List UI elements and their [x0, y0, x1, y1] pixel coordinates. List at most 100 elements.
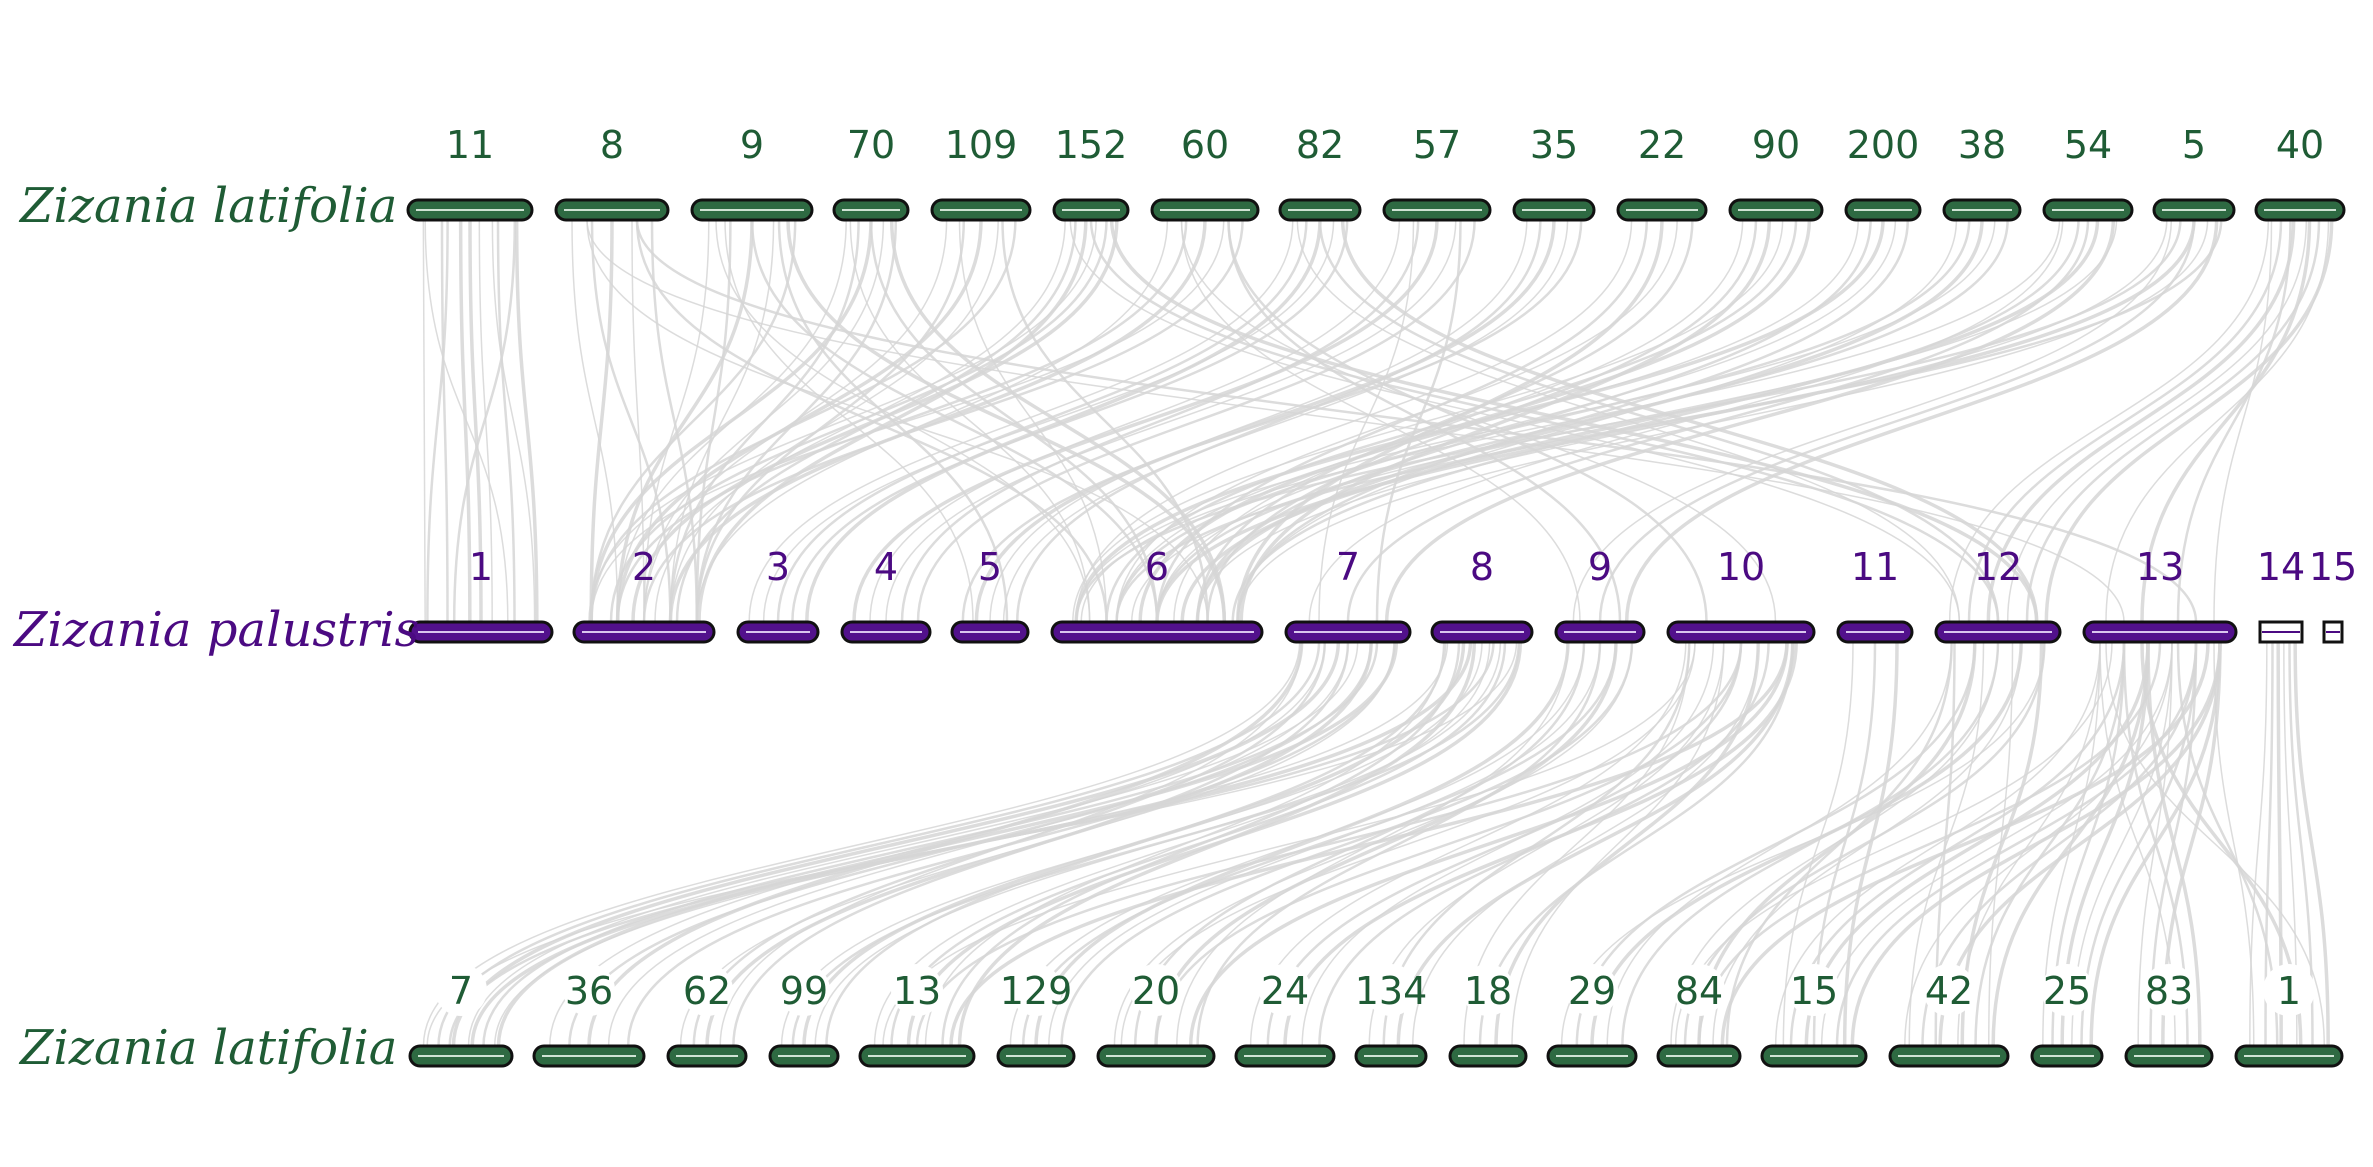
label-halo-18 [1462, 964, 1514, 1016]
synteny-link-top-60-10 [1227, 219, 1708, 623]
synteny-link-bottom-134-10 [1396, 641, 1795, 1047]
synteny-link-top-70-6 [869, 219, 1159, 623]
synteny-link-top-38-6 [1155, 219, 2009, 623]
synteny-link-bottom-62-7 [719, 641, 1303, 1047]
label-halo-83 [2143, 964, 2195, 1016]
synteny-link-top-60-2 [668, 219, 1207, 623]
synteny-link-top-9-2 [589, 219, 797, 623]
synteny-link-top-82-3 [748, 219, 1294, 623]
synteny-link-top-40-12 [2006, 219, 2308, 623]
synteny-link-bottom-15-11 [1782, 641, 1854, 1047]
chromosome-label-middle-7: 7 [1336, 545, 1360, 589]
synteny-link-bottom-7-7 [422, 641, 1301, 1047]
synteny-link-bottom-134-10 [1382, 641, 1691, 1047]
synteny-link-top-5-9 [1572, 219, 2173, 623]
synteny-link-bottom-1-14 [2249, 641, 2268, 1047]
synteny-link-bottom-29-12 [1606, 641, 1953, 1047]
chromosome-label-top-70: 70 [847, 123, 895, 167]
synteny-link-top-54-6 [1231, 219, 2080, 623]
species-label-top: Zizania latifolia [18, 178, 397, 234]
chromosome-label-middle-1: 1 [469, 545, 493, 589]
synteny-link-bottom-99-8 [814, 641, 1502, 1047]
synteny-link-bottom-15-13 [1835, 641, 2198, 1047]
synteny-link-top-11-1 [452, 219, 517, 623]
synteny-link-top-8-13 [635, 219, 2198, 623]
synteny-link-top-40-13 [2213, 219, 2273, 623]
synteny-link-bottom-84-13 [1697, 641, 2162, 1047]
synteny-link-top-11-1 [422, 219, 426, 623]
synteny-link-top-35-5 [961, 219, 1583, 623]
synteny-link-bottom-42-13 [1904, 641, 2173, 1047]
synteny-link-bottom-13-8 [941, 641, 1461, 1047]
synteny-link-top-82-3 [805, 219, 1322, 623]
synteny-link-bottom-1-13 [2105, 641, 2325, 1047]
chromosome-tracks: 11 8 9 70 109 152 60 82 57 35 22 90 200 38 54 5 401 2 3 4 5 6… [406, 123, 2357, 1068]
label-halo-24 [1259, 964, 1311, 1016]
synteny-link-top-11-1 [514, 219, 539, 623]
chromosome-label-bottom-25: 25 [2043, 969, 2091, 1013]
chromosome-label-middle-4: 4 [874, 545, 898, 589]
synteny-link-top-8-6 [586, 219, 1209, 623]
label-halo-7 [435, 964, 487, 1016]
species-label-middle: Zizania palustris [12, 602, 419, 658]
synteny-link-top-109-2 [589, 219, 1017, 623]
synteny-link-top-5-6 [1074, 219, 2182, 623]
chromosome-label-middle-14: 14 [2257, 545, 2305, 589]
label-halo-99 [778, 964, 830, 1016]
synteny-link-top-40-13 [2105, 219, 2330, 623]
chromosome-label-bottom-7: 7 [449, 969, 473, 1013]
label-halo-42 [1923, 964, 1975, 1016]
chromosome-label-top-22: 22 [1638, 123, 1686, 167]
synteny-link-top-109-2 [615, 219, 983, 623]
chromosome-label-bottom-1: 1 [2277, 969, 2301, 1013]
synteny-link-bottom-129-9 [1060, 641, 1634, 1047]
synteny-link-top-9-5 [724, 219, 974, 623]
synteny-link-top-8-2 [590, 219, 672, 623]
synteny-link-bottom-129-9 [1048, 641, 1601, 1047]
synteny-link-top-60-2 [590, 219, 1225, 623]
synteny-link-top-38-6 [1115, 219, 1971, 623]
synteny-link-top-109-6 [958, 219, 1108, 623]
synteny-link-top-9-6 [750, 219, 1159, 623]
chromosome-label-middle-12: 12 [1974, 545, 2022, 589]
chromosome-label-top-8: 8 [600, 123, 624, 167]
species-label-bottom: Zizania latifolia [18, 1020, 397, 1076]
synteny-link-top-57-7 [1318, 219, 1415, 623]
synteny-link-top-109-2 [669, 219, 999, 623]
synteny-link-bottom-18-10 [1511, 641, 1725, 1047]
chromosome-label-middle-10: 10 [1717, 545, 1765, 589]
synteny-link-top-57-4 [869, 219, 1401, 623]
synteny-link-top-60-10 [1180, 219, 1777, 623]
synteny-link-bottom-42-12 [1988, 641, 2014, 1047]
synteny-link-bottom-99-8 [825, 641, 1447, 1047]
synteny-link-top-38-6 [1075, 219, 1996, 623]
label-halo-129 [1010, 964, 1062, 1016]
chromosome-label-middle-5: 5 [978, 545, 1002, 589]
label-halo-84 [1673, 964, 1725, 1016]
synteny-link-top-40-13 [2140, 219, 2312, 623]
synteny-link-top-109-2 [695, 219, 966, 623]
synteny-link-top-38-6 [1195, 219, 1984, 623]
synteny-link-top-22-6 [1115, 219, 1678, 623]
chromosome-label-top-54: 54 [2064, 123, 2112, 167]
synteny-link-top-82-3 [762, 219, 1335, 623]
chromosome-track-bottom: 7 36 62 99 13 129 20 24 134 18 29 84 15 42 25 83 1 [408, 964, 2344, 1068]
chromosome-label-top-5: 5 [2182, 123, 2206, 167]
synteny-link-bottom-36-7 [607, 641, 1349, 1047]
synteny-link-top-70-2 [589, 219, 873, 623]
synteny-link-bottom-15-11 [1842, 641, 1899, 1047]
synteny-link-top-57-4 [900, 219, 1420, 623]
synteny-link-top-54-7 [1384, 219, 2116, 623]
chromosome-track-middle: 1 2 3 4 5 6 7 8 9 10 11 12 13 14 15 [408, 545, 2357, 644]
synteny-link-top-11-1 [458, 219, 472, 623]
chromosome-label-bottom-20: 20 [1132, 969, 1180, 1013]
chromosome-label-top-38: 38 [1958, 123, 2006, 167]
species-labels: Zizania latifolia Zizania palustris Ziza… [12, 178, 419, 1076]
chromosome-label-bottom-62: 62 [683, 969, 731, 1013]
chromosome-label-top-82: 82 [1296, 123, 1344, 167]
synteny-link-bottom-7-7 [451, 641, 1341, 1047]
synteny-link-top-5-6 [1115, 219, 2223, 623]
synteny-link-top-11-1 [468, 219, 483, 623]
synteny-link-top-54-7 [1308, 219, 2064, 623]
synteny-link-top-152-2 [609, 219, 1108, 623]
